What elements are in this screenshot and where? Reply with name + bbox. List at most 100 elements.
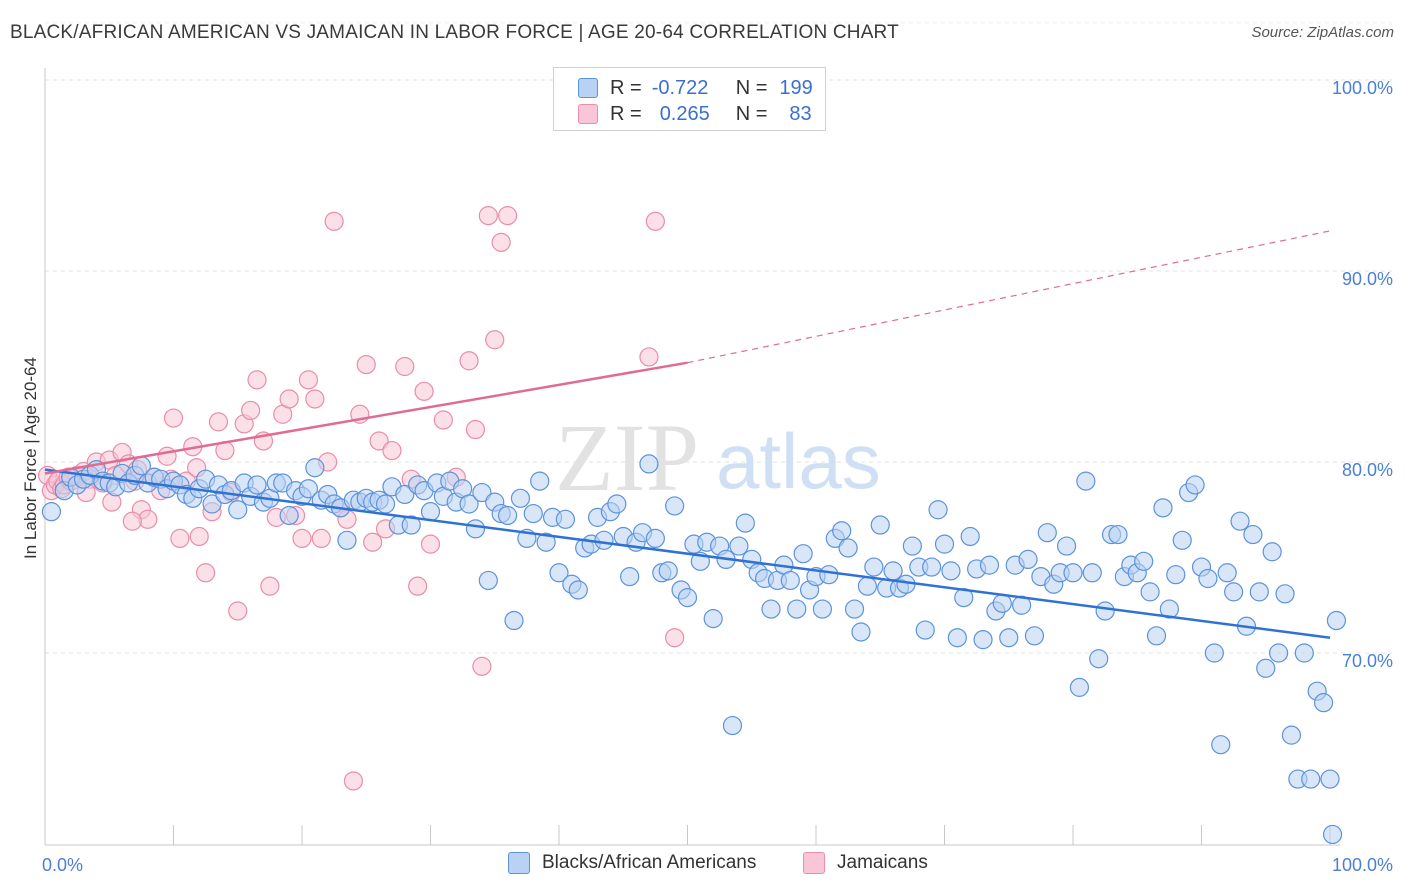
trend-line-pink (44, 361, 688, 475)
point-black-african-american (960, 526, 980, 547)
point-black-african-american (536, 532, 556, 552)
point-jamaican (189, 526, 209, 547)
point-black-african-american (1185, 475, 1205, 495)
point-black-african-american (729, 536, 749, 556)
point-black-african-american (1204, 643, 1224, 663)
point-black-african-american (851, 622, 871, 642)
point-jamaican (414, 381, 434, 401)
bottom-legend-swatch-blue (508, 852, 530, 874)
point-black-african-american (465, 519, 486, 539)
y-tick-label: 70.0% (1342, 651, 1393, 671)
point-black-african-american (1268, 643, 1289, 663)
point-black-african-american (999, 628, 1019, 648)
point-black-african-american (1301, 769, 1321, 789)
bottom-legend-pink: Jamaicans (803, 852, 928, 874)
point-jamaican (639, 347, 659, 367)
point-black-african-american (819, 565, 839, 585)
point-black-african-american (472, 482, 492, 503)
point-jamaican (465, 419, 486, 440)
point-black-african-american (1056, 536, 1077, 556)
point-jamaican (491, 232, 511, 252)
y-tick-label: 100.0% (1332, 78, 1393, 98)
point-jamaican (498, 206, 518, 226)
point-jamaican (478, 206, 498, 226)
grid-lines (45, 22, 1392, 654)
legend-row-blue: R = -0.722 N = 199 (578, 75, 813, 101)
point-black-african-american (915, 620, 935, 640)
legend-n-label: N = (735, 102, 768, 125)
point-black-african-american (1024, 626, 1045, 646)
trend-lines (44, 230, 1331, 639)
point-black-african-american (1249, 582, 1269, 602)
point-black-african-american (1076, 471, 1096, 491)
point-black-african-american (645, 528, 665, 549)
point-black-african-american (979, 555, 1000, 575)
y-axis-label: In Labor Force | Age 20-64 (21, 357, 40, 559)
series-blacks-african-americans (41, 454, 1347, 845)
watermark-atlas: atlas (716, 417, 881, 505)
y-tick-label: 80.0% (1342, 460, 1393, 480)
point-black-african-american (298, 479, 319, 499)
point-jamaican (343, 771, 363, 791)
point-black-african-american (1211, 735, 1231, 755)
point-black-african-american (607, 494, 627, 514)
bottom-legend-swatch-pink (803, 852, 825, 874)
point-black-african-american (1326, 610, 1347, 631)
point-black-african-american (530, 471, 550, 491)
point-black-african-american (941, 561, 961, 581)
point-black-african-american (1159, 599, 1179, 619)
point-black-african-american (401, 515, 421, 535)
point-jamaican (356, 354, 376, 375)
point-black-african-american (838, 538, 858, 558)
axes (44, 68, 1340, 846)
point-black-african-american (279, 505, 299, 526)
x-tick-label: 0.0% (42, 855, 83, 875)
point-black-african-american (947, 628, 967, 648)
point-black-african-american (761, 599, 781, 619)
point-black-african-american (1217, 563, 1237, 583)
legend-r-value: 0.265 (659, 102, 710, 125)
point-jamaican (298, 370, 319, 390)
point-black-african-american (870, 515, 890, 535)
point-jamaican (157, 446, 177, 466)
point-black-african-american (1140, 582, 1160, 602)
point-black-african-american (787, 599, 807, 619)
point-black-african-american (665, 496, 685, 516)
point-black-african-american (928, 500, 948, 520)
trend-line-pink-extended (687, 230, 1331, 364)
point-black-african-american (1018, 549, 1038, 570)
point-black-african-american (1082, 563, 1102, 583)
point-jamaican (382, 440, 402, 461)
point-jamaican (196, 563, 216, 583)
point-black-african-american (1198, 568, 1218, 589)
x-tick-label: 100.0% (1332, 855, 1393, 875)
point-jamaican (208, 412, 229, 432)
point-black-african-american (504, 610, 524, 631)
point-black-african-american (375, 494, 396, 514)
point-black-african-american (703, 609, 723, 629)
point-black-african-american (1313, 693, 1334, 713)
point-jamaican (645, 211, 665, 231)
point-jamaican (395, 356, 415, 377)
point-jamaican (369, 431, 389, 451)
point-black-african-american (420, 502, 441, 522)
legend-swatch-pink (578, 104, 598, 124)
point-jamaican (170, 528, 190, 549)
point-black-african-american (498, 505, 518, 526)
point-black-african-american (1262, 542, 1282, 562)
legend-r-value: -0.722 (651, 76, 709, 99)
point-black-african-american (639, 454, 659, 474)
point-black-african-american (523, 503, 543, 524)
point-black-african-american (922, 557, 942, 577)
point-jamaican (433, 410, 453, 430)
point-jamaican (305, 389, 325, 409)
legend-r-label: R = (610, 76, 642, 99)
point-black-african-american (459, 494, 479, 514)
point-jamaican (260, 576, 280, 596)
point-black-african-american (793, 544, 813, 564)
point-black-african-american (1063, 563, 1083, 583)
legend-n-label: N = (735, 76, 768, 99)
point-black-african-american (722, 715, 743, 736)
point-black-african-american (1281, 725, 1302, 745)
